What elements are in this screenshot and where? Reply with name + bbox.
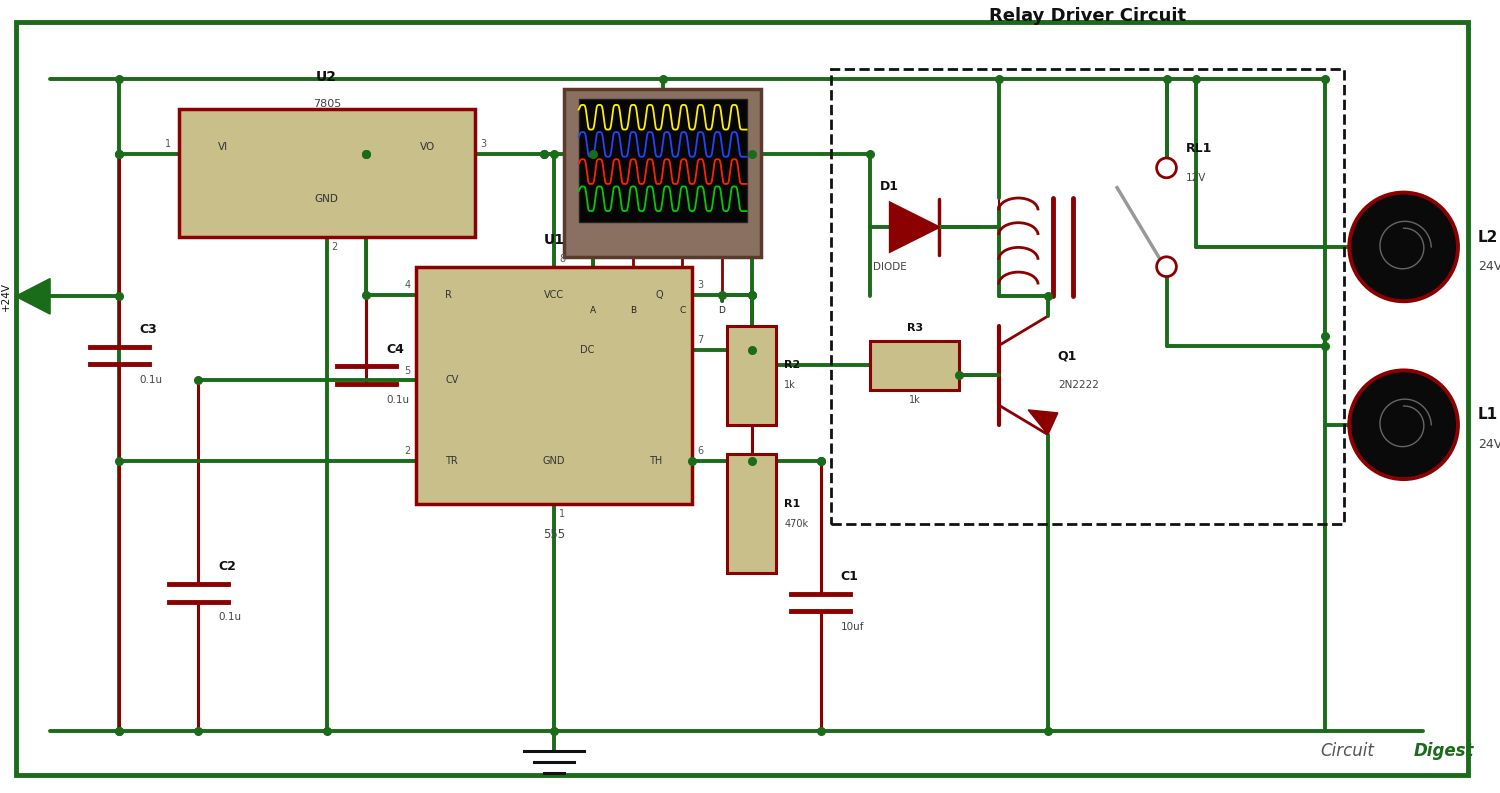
Bar — [178, 109, 476, 237]
Text: RL1: RL1 — [1186, 142, 1212, 155]
Polygon shape — [890, 202, 939, 252]
Text: 1: 1 — [560, 509, 566, 519]
Text: Digest: Digest — [1413, 741, 1474, 760]
Text: 3: 3 — [480, 139, 486, 148]
Text: 10uf: 10uf — [840, 623, 864, 632]
Text: 470k: 470k — [784, 519, 808, 529]
Text: DC: DC — [580, 345, 594, 354]
Text: GND: GND — [315, 193, 339, 204]
Text: TR: TR — [446, 456, 458, 466]
Bar — [870, 341, 958, 390]
Text: Relay Driver Circuit: Relay Driver Circuit — [988, 6, 1186, 25]
Text: 24V: 24V — [1478, 260, 1500, 273]
Text: U2: U2 — [316, 70, 338, 84]
Text: 3: 3 — [698, 280, 703, 290]
Text: C: C — [680, 306, 686, 315]
Circle shape — [1156, 158, 1176, 178]
Text: CV: CV — [446, 376, 459, 385]
Bar — [416, 266, 693, 504]
Text: C2: C2 — [217, 560, 236, 573]
Text: C4: C4 — [386, 343, 404, 355]
Text: L1: L1 — [1478, 408, 1498, 423]
Circle shape — [1350, 370, 1458, 479]
Text: R: R — [446, 290, 452, 300]
Text: C3: C3 — [140, 323, 158, 335]
Bar — [728, 454, 777, 573]
Text: 1k: 1k — [784, 381, 796, 390]
Text: 12V: 12V — [1186, 173, 1206, 183]
Text: 1k: 1k — [909, 395, 921, 405]
Text: 8: 8 — [560, 254, 566, 264]
Text: D: D — [718, 306, 726, 315]
Text: R1: R1 — [784, 499, 801, 509]
Polygon shape — [1028, 410, 1057, 435]
Text: D1: D1 — [880, 179, 900, 193]
Text: VI: VI — [217, 142, 228, 152]
Text: 24V: 24V — [1478, 438, 1500, 451]
Bar — [564, 89, 762, 257]
Circle shape — [1350, 193, 1458, 301]
Text: VO: VO — [420, 142, 435, 152]
Text: 555: 555 — [543, 528, 566, 542]
Polygon shape — [15, 278, 50, 314]
Text: 0.1u: 0.1u — [217, 612, 242, 623]
Text: 7805: 7805 — [312, 98, 340, 109]
Text: C1: C1 — [840, 570, 858, 583]
Bar — [728, 326, 777, 425]
Text: 4: 4 — [405, 280, 411, 290]
Text: B: B — [630, 306, 636, 315]
Circle shape — [1156, 257, 1176, 277]
Text: 1: 1 — [165, 139, 171, 148]
Bar — [579, 98, 747, 222]
Text: 0.1u: 0.1u — [386, 395, 410, 405]
Text: R2: R2 — [784, 360, 801, 370]
Text: U1: U1 — [543, 233, 564, 247]
Text: +24V: +24V — [0, 282, 10, 311]
Text: VCC: VCC — [544, 290, 564, 300]
Text: Q: Q — [656, 290, 663, 300]
Text: Q1: Q1 — [1058, 349, 1077, 362]
Bar — [831, 69, 1344, 523]
Text: 2: 2 — [405, 446, 411, 456]
Text: 5: 5 — [405, 366, 411, 376]
Text: 0.1u: 0.1u — [140, 375, 162, 385]
Text: A: A — [591, 306, 597, 315]
Text: L2: L2 — [1478, 229, 1498, 244]
Text: DIODE: DIODE — [873, 262, 906, 272]
Text: R3: R3 — [906, 323, 922, 333]
Text: 2: 2 — [332, 242, 338, 252]
Text: TH: TH — [650, 456, 663, 466]
Text: 6: 6 — [698, 446, 703, 456]
Text: GND: GND — [543, 456, 566, 466]
Text: 7: 7 — [698, 335, 703, 345]
Text: 2N2222: 2N2222 — [1058, 380, 1098, 390]
Text: Circuit: Circuit — [1320, 741, 1374, 760]
